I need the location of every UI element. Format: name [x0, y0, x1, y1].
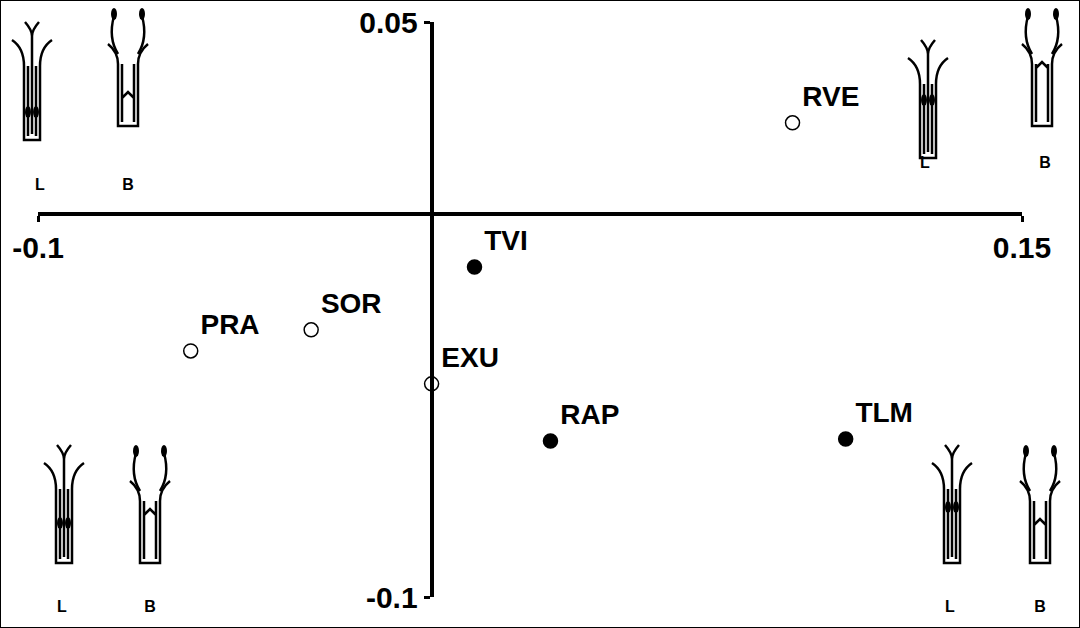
svg-text:RAP: RAP	[560, 399, 619, 430]
svg-text:TVI: TVI	[484, 225, 528, 256]
svg-text:L: L	[945, 598, 955, 615]
svg-text:0.05: 0.05	[359, 6, 417, 39]
svg-text:L: L	[57, 598, 67, 615]
svg-text:TLM: TLM	[855, 397, 913, 428]
svg-text:B: B	[1039, 154, 1051, 171]
svg-text:0.15: 0.15	[993, 231, 1051, 264]
svg-text:B: B	[144, 598, 156, 615]
svg-text:L: L	[35, 176, 45, 193]
svg-text:-0.1: -0.1	[366, 581, 418, 614]
svg-text:RVE: RVE	[802, 81, 859, 112]
svg-text:B: B	[122, 176, 134, 193]
svg-text:B: B	[1034, 598, 1046, 615]
svg-text:PRA: PRA	[200, 309, 259, 340]
svg-text:L: L	[920, 154, 930, 171]
svg-text:-0.1: -0.1	[12, 231, 64, 264]
svg-text:EXU: EXU	[441, 342, 499, 373]
svg-text:SOR: SOR	[321, 288, 382, 319]
